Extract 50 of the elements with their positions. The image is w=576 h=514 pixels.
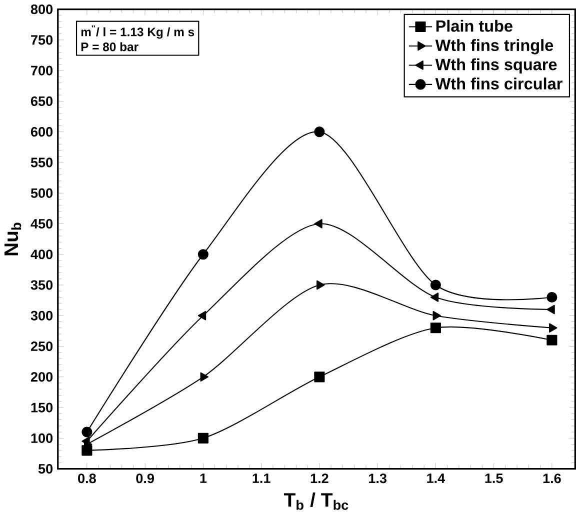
point: [546, 304, 555, 314]
x-tick-label: 0.9: [136, 473, 154, 483]
point: [546, 334, 558, 346]
point: [314, 126, 325, 137]
point: [432, 310, 441, 320]
y-tick-label: 600: [30, 126, 53, 136]
point: [316, 280, 325, 290]
y-tick-label: 150: [31, 402, 53, 412]
legend-label: Wth fins circular: [435, 77, 562, 90]
x-axis-title: T$_{b}$ / T$_{bc}$: [284, 492, 348, 510]
annotation: P = 80 bar: [81, 42, 138, 52]
y-tick-label: 50: [38, 464, 53, 474]
point: [546, 292, 558, 302]
point: [549, 323, 558, 332]
y-tick-label: 200: [30, 372, 53, 382]
x-tick-label: 1.2: [310, 473, 328, 483]
y-tick-label: 100: [31, 433, 53, 443]
y-tick-label: 750: [31, 34, 53, 45]
x-tick-label: 1: [200, 473, 207, 483]
y-axis-title: Nu$_{b}$: [4, 222, 22, 256]
legend-label: Plain tube: [436, 20, 512, 32]
legend-label: Wth fins square: [435, 58, 557, 74]
point: [430, 322, 441, 333]
point: [198, 310, 206, 320]
point: [200, 372, 208, 382]
legend-label: Wth fins tringle: [435, 38, 554, 54]
y-tick-label: 250: [30, 341, 53, 351]
x-tick-label: 1.4: [427, 473, 446, 483]
annotation: m$^{''}$/ l = 1.13 Kg / m s: [81, 25, 194, 39]
point: [198, 248, 208, 260]
y-tick-label: 700: [31, 66, 53, 76]
y-tick-label: 350: [30, 280, 53, 290]
x-tick-label: 1.5: [485, 473, 503, 483]
y-tick-label: 500: [30, 188, 53, 198]
y-tick-label: 550: [30, 157, 53, 168]
point: [430, 280, 441, 290]
point: [198, 432, 208, 444]
x-tick-label: 0.8: [78, 473, 96, 483]
y-tick-label: 300: [30, 310, 53, 320]
x-tick-label: 1.3: [368, 473, 386, 484]
point: [314, 371, 325, 382]
point: [314, 218, 322, 228]
point: [82, 426, 92, 438]
y-tick-label: 450: [30, 218, 53, 228]
point: [430, 292, 439, 302]
x-tick-label: 1.1: [252, 473, 270, 483]
y-tick-label: 400: [30, 249, 53, 259]
y-tick-label: 800: [30, 4, 53, 14]
x-tick-label: 1.6: [543, 473, 561, 483]
y-tick-label: 650: [30, 96, 53, 106]
